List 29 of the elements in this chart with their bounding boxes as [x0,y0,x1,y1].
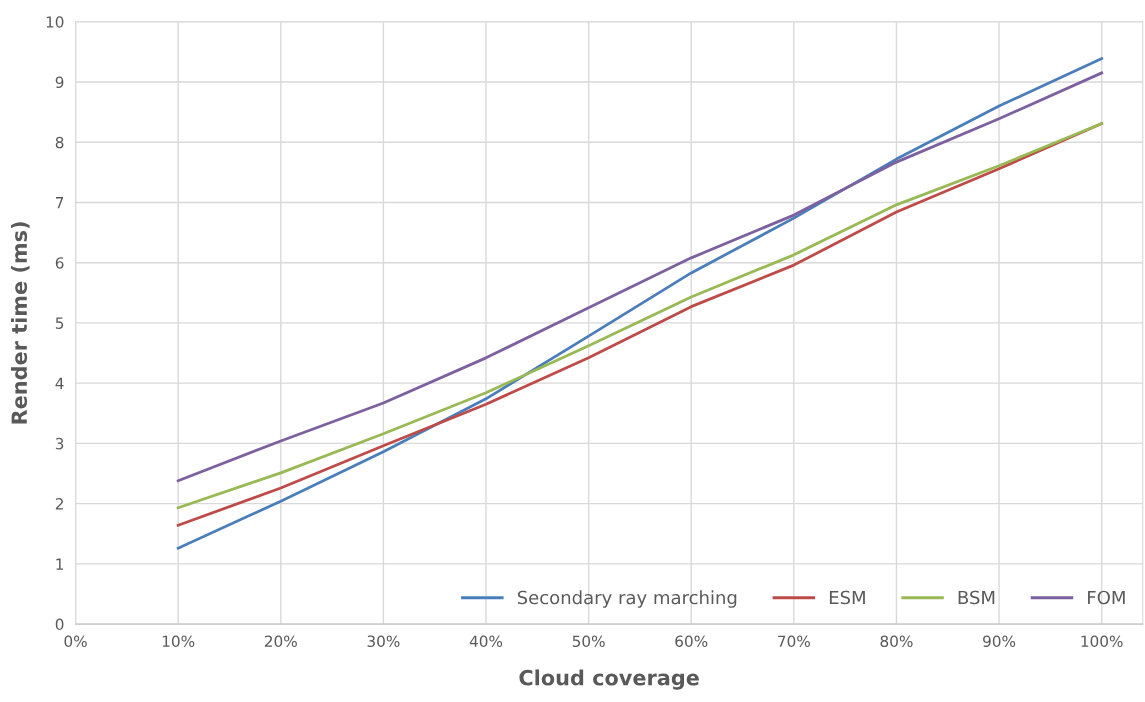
legend-label: FOM [1088,590,1125,605]
legend-label: BSM [958,590,995,605]
y-tick-label: 0 [55,618,64,631]
y-tick-label: 4 [55,377,64,389]
x-tick-label: 50% [572,635,605,648]
x-tick-label: 20% [264,635,297,648]
y-tick-label: 7 [55,197,64,209]
y-tick-label: 5 [55,317,64,329]
y-tick-label: 6 [55,257,64,269]
y-tick-label: 2 [55,498,63,510]
line-series [176,71,1104,483]
x-tick-label: 0% [64,635,87,648]
y-tick-label: 10 [46,16,64,28]
x-tick-label: 60% [675,635,708,648]
y-tick-label: 8 [55,136,64,149]
x-tick-label: 90% [983,635,1016,648]
x-tick-label: 40% [469,635,503,648]
x-tick-label: 100% [1081,635,1123,648]
x-tick-label: 10% [162,635,195,648]
x-tick-label: 30% [367,635,400,648]
y-tick-label: 3 [55,437,64,450]
legend-label: Secondary ray marching [517,590,737,608]
x-axis-title: Cloud coverage [519,669,699,690]
y-tick-label: 1 [56,558,64,570]
legend-label: ESM [829,590,865,605]
x-tick-label: 80% [880,635,913,648]
y-axis-title: Render time (ms) [10,222,30,424]
y-tick-label: 9 [55,76,64,89]
x-tick-label: 70% [778,635,810,648]
